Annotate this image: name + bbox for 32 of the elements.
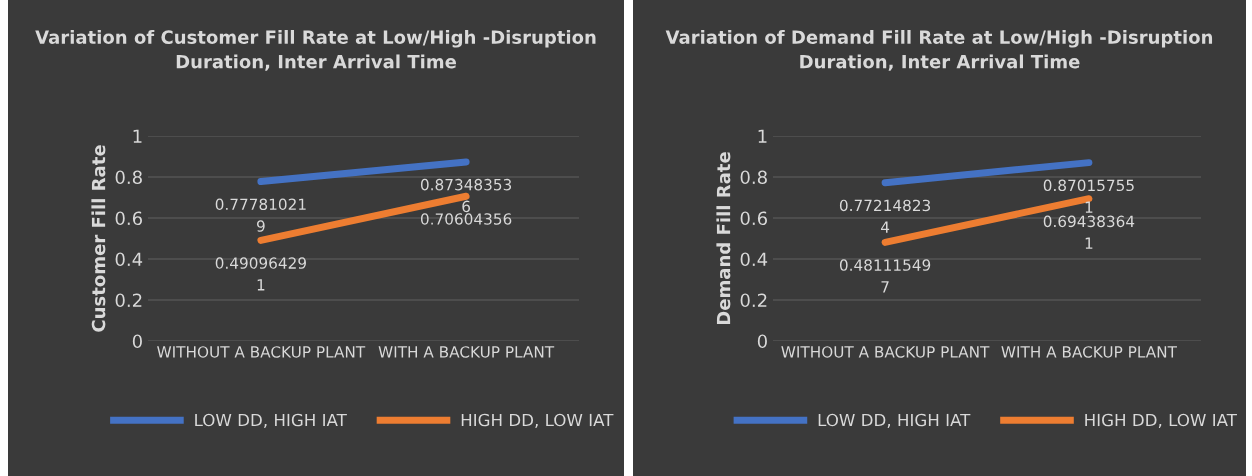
data-label: 0.77781021 9 — [215, 198, 306, 232]
y-tick-label: 0.6 — [740, 211, 767, 226]
data-label: 0.87348353 6 — [420, 178, 512, 213]
data-label: 0.69438364 1 — [1043, 215, 1135, 249]
y-tick-label: 0.6 — [115, 211, 142, 226]
data-label: 0.87015755 1 — [1043, 179, 1134, 213]
data-label: 0.70604356 — [420, 213, 512, 225]
y-tick-label: 0.2 — [115, 293, 142, 308]
y-tick-label: 0.8 — [115, 170, 142, 185]
y-tick-label: 0 — [132, 334, 142, 349]
legend-label: HIGH DD, LOW IAT — [461, 413, 614, 428]
data-label: 0.49096429 1 — [215, 257, 306, 291]
y-tick-label: 1 — [133, 129, 142, 143]
y-axis-title: Demand Fill Rate — [716, 152, 731, 325]
y-tick-label: 0.8 — [740, 170, 767, 185]
x-tick-label: WITH A BACKUP PLANT — [378, 346, 555, 358]
data-label: 0.48111549 7 — [839, 259, 931, 293]
legend-label: LOW DD, HIGH IAT — [818, 413, 971, 428]
data-label: 0.77214823 4 — [839, 199, 931, 233]
y-tick-label: 0.2 — [740, 293, 767, 308]
x-tick-label: WITHOUT A BACKUP PLANT — [781, 346, 990, 358]
y-tick-label: 0.4 — [115, 252, 143, 267]
y-tick-label: 0.4 — [740, 252, 768, 267]
y-axis-title: Customer Fill Rate — [91, 145, 106, 332]
chart-title: Variation of Demand Fill Rate at Low/High -Disruption Duration, Inter Arrival Time — [665, 30, 1213, 71]
chart-title: Variation of Customer Fill Rate at Low/High -Disruption Duration, Inter Arrival Time — [35, 30, 596, 71]
x-tick-label: WITHOUT A BACKUP PLANT — [157, 346, 366, 358]
y-tick-label: 0 — [757, 334, 767, 349]
legend-label: HIGH DD, LOW IAT — [1085, 413, 1237, 428]
legend-label: LOW DD, HIGH IAT — [195, 413, 347, 428]
y-tick-label: 1 — [758, 129, 767, 143]
x-tick-label: WITH A BACKUP PLANT — [1001, 346, 1177, 358]
